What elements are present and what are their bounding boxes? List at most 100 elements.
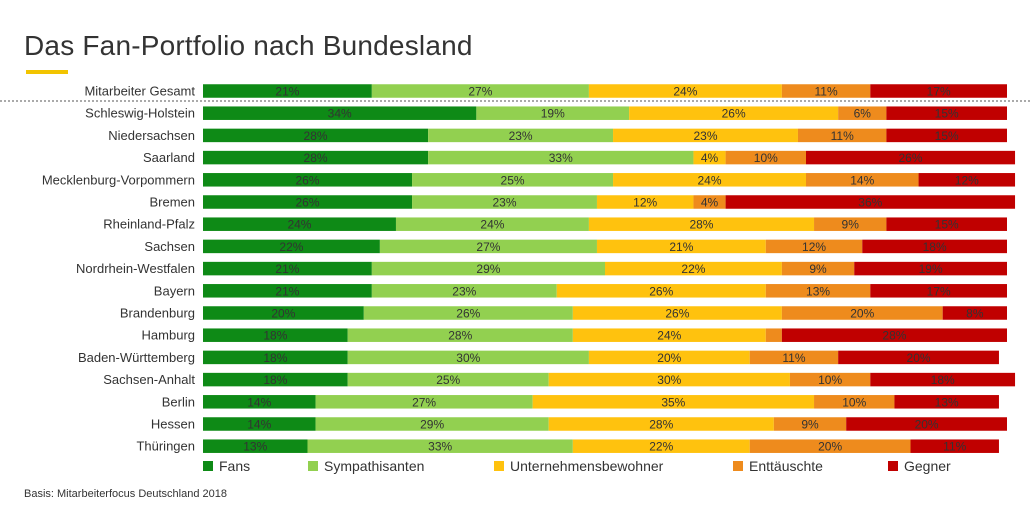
data-label: 10% <box>754 151 778 165</box>
data-label: 26% <box>649 284 673 298</box>
data-label: 27% <box>412 395 436 409</box>
bar-segment <box>693 150 726 165</box>
legend-swatch <box>203 461 213 471</box>
bar-segment <box>203 439 308 453</box>
data-label: 11% <box>782 351 805 365</box>
data-label: 15% <box>935 218 959 232</box>
data-label: 19% <box>919 262 943 276</box>
data-label: 20% <box>907 351 931 365</box>
bar-segment <box>765 328 782 342</box>
data-label: 17% <box>927 284 951 298</box>
category-label: Niedersachsen <box>108 128 195 143</box>
bar-segment <box>203 306 364 320</box>
bar-segment <box>797 128 887 143</box>
data-label: 24% <box>657 329 681 343</box>
bar-segment <box>806 173 919 187</box>
bar-segment <box>789 372 871 387</box>
bar-segment <box>347 372 549 387</box>
fan-portfolio-chart: Mitarbeiter Gesamt Schleswig-Holstein Nied… <box>0 84 1030 474</box>
category-label: Brandenburg <box>120 306 195 321</box>
bar-segment <box>588 350 750 365</box>
data-label: 34% <box>328 107 352 121</box>
data-label: 18% <box>263 351 287 365</box>
category-label: Hessen <box>151 417 195 432</box>
data-label: 18% <box>263 373 287 387</box>
bar-segment <box>838 106 887 120</box>
category-label: Berlin <box>162 394 195 409</box>
data-label: 18% <box>931 373 955 387</box>
bar-segment <box>412 195 597 209</box>
bar-segment <box>773 417 847 431</box>
data-label: 10% <box>818 373 842 387</box>
data-label: 30% <box>657 373 681 387</box>
legend-label: Fans <box>219 458 250 474</box>
data-label: 28% <box>649 418 673 432</box>
legend-label: Unternehmensbewohner <box>510 458 664 474</box>
bar-segment <box>605 261 782 276</box>
bar-segment <box>765 284 871 298</box>
bar-segment <box>203 261 372 276</box>
data-label: 29% <box>476 262 500 276</box>
data-label: 21% <box>669 240 693 254</box>
bar-segment <box>203 106 477 120</box>
data-label: 13% <box>243 440 267 454</box>
data-label: 24% <box>673 85 697 99</box>
category-label: Schleswig-Holstein <box>85 106 195 121</box>
bar-segment <box>476 106 630 120</box>
bar-segment <box>870 84 1007 98</box>
bar-segment <box>371 284 557 298</box>
category-label: Bremen <box>149 195 195 210</box>
bar-segment <box>203 195 413 209</box>
bar-segment <box>725 195 1016 209</box>
category-label: Mitarbeiter Gesamt <box>84 84 195 99</box>
category-label: Nordrhein-Westfalen <box>76 261 195 276</box>
category-label: Mecklenburg-Vorpommern <box>42 172 195 187</box>
data-label: 18% <box>263 329 287 343</box>
bar-segment <box>693 195 726 209</box>
data-label: 9% <box>842 218 860 232</box>
bar-segment <box>203 239 380 254</box>
data-label: 26% <box>665 307 689 321</box>
bar-segment <box>203 128 429 143</box>
data-label: 14% <box>247 418 271 432</box>
bar-segment <box>781 306 943 320</box>
legend-swatch <box>308 461 318 471</box>
bar-segment <box>203 350 348 365</box>
source-note: Basis: Mitarbeiterfocus Deutschland 2018 <box>24 488 227 500</box>
bar-segment <box>596 195 694 209</box>
data-label: 17% <box>927 85 951 99</box>
bar-segment <box>572 439 750 453</box>
bar-segment <box>203 372 348 387</box>
bar-segment <box>781 328 1007 342</box>
bar-segment <box>942 306 1007 320</box>
bar-segment <box>629 106 839 120</box>
category-label: Bayern <box>154 283 195 298</box>
data-label: 15% <box>935 129 959 143</box>
bar-segment <box>307 439 573 453</box>
data-label: 27% <box>476 240 500 254</box>
data-label: 4% <box>701 196 719 210</box>
data-label: 11% <box>943 440 966 454</box>
data-label: 20% <box>271 307 295 321</box>
data-label: 26% <box>456 307 480 321</box>
bar-segment <box>395 217 589 231</box>
bar-segment <box>596 239 766 254</box>
bar-segment <box>203 173 413 187</box>
data-label: 26% <box>296 173 320 187</box>
bar-segment <box>613 128 798 143</box>
data-label: 10% <box>842 395 866 409</box>
category-label: Sachsen <box>144 239 195 254</box>
bar-segment <box>886 128 1007 143</box>
data-label: 26% <box>296 196 320 210</box>
category-label: Saarland <box>143 150 195 165</box>
bar-segment <box>412 173 614 187</box>
data-label: 20% <box>850 307 874 321</box>
legend-swatch <box>733 461 743 471</box>
data-label: 28% <box>304 151 328 165</box>
data-label: 19% <box>541 107 565 121</box>
data-label: 21% <box>275 262 299 276</box>
bar-segment <box>838 350 999 365</box>
bar-segment <box>556 284 766 298</box>
bar-segment <box>203 395 316 409</box>
data-label: 12% <box>955 173 979 187</box>
